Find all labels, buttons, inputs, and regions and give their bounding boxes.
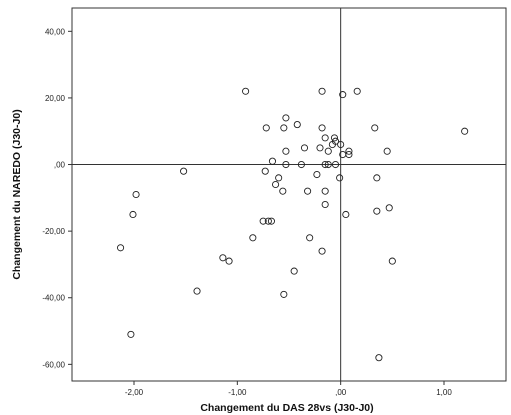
data-point	[336, 174, 344, 182]
data-point	[268, 157, 277, 165]
data-point	[342, 210, 350, 219]
data-point	[318, 247, 326, 255]
data-point	[321, 187, 329, 195]
x-axis-title: Changement du DAS 28vs (J30-J0)	[200, 402, 373, 414]
data-point	[290, 267, 298, 275]
data-point	[262, 124, 270, 132]
data-point	[353, 87, 361, 95]
data-point	[219, 254, 227, 262]
data-point	[180, 167, 188, 175]
data-point	[345, 147, 353, 155]
data-point	[127, 330, 135, 338]
data-point	[324, 160, 332, 169]
data-point	[316, 144, 324, 152]
data-point	[267, 217, 275, 225]
data-point	[297, 160, 305, 169]
data-point	[129, 210, 137, 219]
data-point	[324, 147, 332, 155]
data-point	[373, 207, 381, 215]
data-point	[321, 134, 329, 142]
y-axis: 40,00 20,00 ,00 -20,00 -40,00 -60,00	[42, 27, 72, 369]
data-point	[293, 121, 301, 129]
data-point	[313, 170, 321, 179]
data-point	[318, 87, 326, 95]
data-point	[321, 160, 329, 169]
x-tick-label: ,00	[335, 388, 347, 397]
data-point	[279, 187, 287, 195]
data-point	[388, 257, 396, 265]
reference-lines	[72, 8, 506, 381]
x-axis: -2,00 -1,00 ,00 1,00	[125, 381, 452, 397]
data-point	[264, 217, 272, 225]
data-point	[328, 140, 336, 149]
data-point	[282, 160, 290, 169]
x-tick-label: 1,00	[436, 388, 452, 397]
data-point	[375, 354, 383, 362]
y-tick-label: -20,00	[42, 227, 65, 236]
data-point	[280, 290, 288, 298]
data-point	[304, 187, 312, 195]
data-point	[272, 180, 280, 189]
plot-area	[71, 7, 507, 382]
data-point	[385, 204, 393, 212]
y-tick-label: 40,00	[45, 27, 66, 36]
data-point	[282, 114, 290, 122]
data-point	[337, 140, 345, 149]
data-point	[225, 257, 233, 265]
data-point	[193, 287, 201, 295]
data-point	[300, 144, 309, 152]
data-point	[280, 124, 288, 132]
data-point	[321, 200, 329, 209]
data-point	[339, 91, 347, 99]
y-tick-label: 20,00	[45, 94, 66, 103]
data-point	[306, 234, 314, 242]
y-tick-label: -40,00	[42, 294, 65, 303]
data-point	[330, 134, 339, 142]
y-tick-label: ,00	[54, 161, 66, 170]
x-tick-label: -2,00	[125, 388, 144, 397]
data-point	[261, 167, 269, 175]
data-point	[383, 147, 391, 155]
data-point	[275, 174, 283, 182]
data-points	[117, 87, 469, 362]
data-point	[242, 87, 250, 95]
data-point	[461, 127, 469, 135]
data-point	[132, 190, 140, 199]
data-point	[282, 147, 290, 155]
data-point	[339, 150, 347, 159]
data-point	[259, 217, 267, 225]
y-tick-label: -60,00	[42, 360, 65, 369]
data-point	[331, 160, 340, 169]
data-point	[371, 124, 379, 132]
data-point	[318, 124, 326, 132]
data-point	[373, 174, 381, 182]
data-point	[249, 234, 257, 242]
y-axis-title: Changement du NAREDO (J30-J0)	[11, 109, 23, 279]
data-point	[117, 244, 125, 252]
x-tick-label: -1,00	[228, 388, 247, 397]
